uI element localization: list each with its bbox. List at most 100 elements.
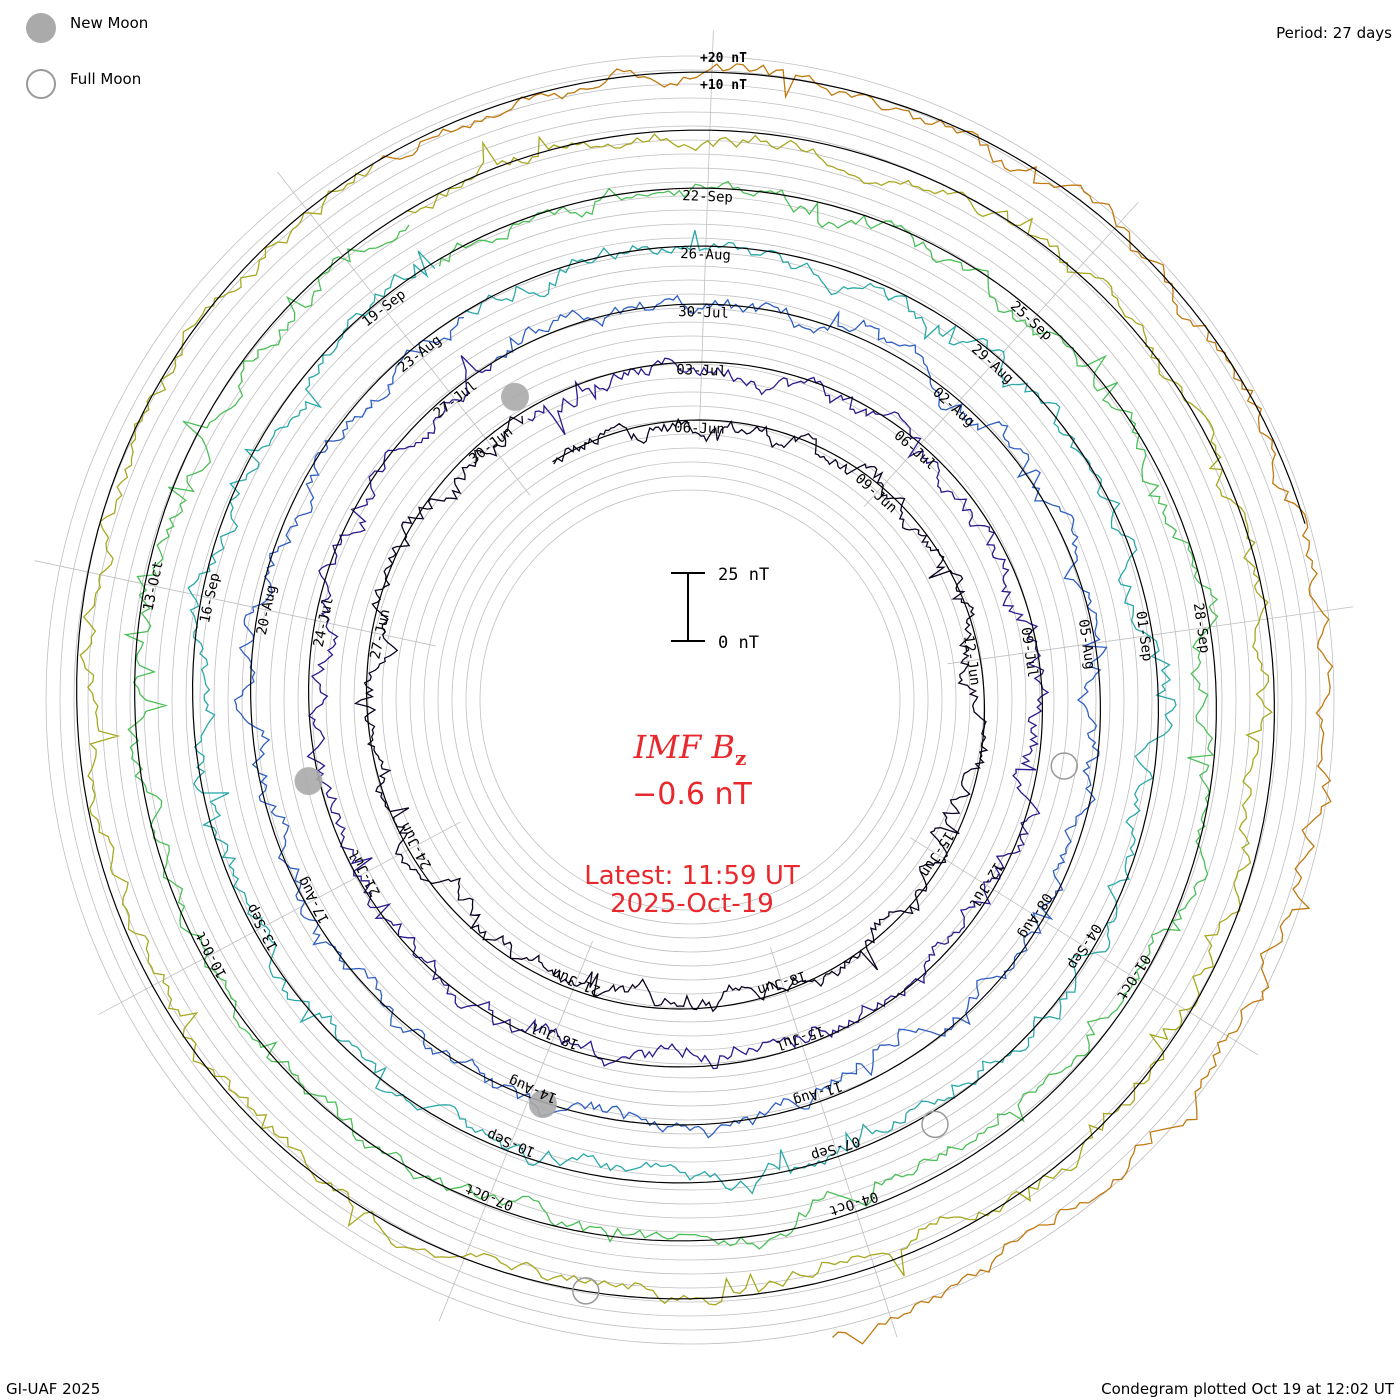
baseline-spiral: [76, 71, 1306, 1300]
new-moon-marker: [528, 1090, 557, 1119]
full-moon-legend-label: Full Moon: [70, 70, 142, 88]
full-moon-marker: [1050, 752, 1078, 780]
grid-circle: [115, 125, 1265, 1275]
grid-circle: [353, 363, 1027, 1037]
spoke-line: [910, 837, 1259, 1056]
scale-plus10-label: +10 nT: [700, 78, 747, 93]
grid-circle: [87, 97, 1293, 1303]
grid-circle: [283, 293, 1097, 1107]
grid-circle: [241, 251, 1139, 1149]
date-label: 28-Sep: [1190, 602, 1213, 654]
grid-layer: [45, 55, 1335, 1345]
grid-circle: [157, 167, 1223, 1233]
grid-circle: [171, 181, 1209, 1219]
grid-circle: [325, 335, 1055, 1065]
credit-label: GI-UAF 2025: [6, 1380, 101, 1398]
full-moon-marker: [572, 1277, 600, 1305]
grid-circle: [73, 83, 1307, 1317]
date-label: 06-Jul: [891, 428, 939, 474]
new-moon-legend-label: New Moon: [70, 14, 149, 32]
date-label: 15-Jul: [773, 1022, 826, 1053]
date-label: 16-Sep: [197, 572, 223, 625]
date-label: 18-Jun: [755, 967, 808, 998]
grid-circle: [311, 321, 1069, 1079]
date-label: 21-Jul: [346, 847, 384, 899]
full-moon-icon: [26, 69, 56, 99]
period-label: Period: 27 days: [1276, 24, 1392, 42]
spokes-layer: [34, 30, 1354, 1338]
plotted-timestamp: Condegram plotted Oct 19 at 12:02 UT: [1101, 1380, 1394, 1398]
date-label: 26-Aug: [680, 246, 731, 264]
grid-circle: [479, 489, 901, 911]
date-label: 13-Oct: [141, 560, 167, 613]
date-label: 18-Jul: [528, 1018, 581, 1052]
date-label: 04-Sep: [1064, 921, 1104, 972]
date-label: 01-Sep: [1132, 610, 1155, 662]
grid-circle: [423, 433, 957, 967]
trace-turn-1: [306, 355, 1050, 1070]
latest-time: Latest: 11:59 UT: [584, 861, 800, 891]
date-label: 09-Jul: [1017, 626, 1040, 678]
date-label: 11-Aug: [791, 1077, 844, 1108]
grid-circle: [101, 111, 1279, 1289]
date-label: 30-Jun: [466, 424, 516, 468]
scale-bar-bottom-label: 0 nT: [718, 633, 759, 653]
date-label: 15-Jun: [916, 828, 956, 879]
latest-date: 2025-Oct-19: [610, 889, 774, 919]
date-label: 27-Jun: [367, 608, 393, 661]
date-label: 10-Oct: [193, 928, 231, 980]
date-label: 04-Oct: [827, 1188, 880, 1219]
grid-circle: [367, 377, 1013, 1023]
grid-circle: [297, 307, 1083, 1093]
imf-title: IMF Bz: [633, 728, 747, 770]
trace-turn-0: [353, 415, 989, 1013]
grid-circle: [129, 139, 1251, 1261]
grid-circle: [45, 55, 1335, 1345]
date-label: 06-Jun: [674, 420, 725, 438]
imf-title-sub: z: [735, 746, 746, 770]
moon-layer: [294, 382, 1078, 1305]
grid-circle: [269, 279, 1111, 1121]
trace-turn-6: [378, 63, 1334, 1345]
date-label: 12-Jun: [960, 634, 983, 686]
trace-turn-2: [233, 294, 1108, 1139]
new-moon-marker: [294, 767, 323, 796]
imf-current-value: −0.6 nT: [632, 777, 752, 812]
date-label: 24-Jul: [311, 596, 337, 649]
trace-turn-3: [187, 230, 1177, 1195]
grid-circle: [381, 391, 999, 1009]
spoke-line: [947, 606, 1354, 665]
date-label: 30-Jul: [678, 304, 729, 322]
grid-circle: [465, 475, 915, 925]
grid-circle: [185, 195, 1195, 1205]
spoke-line: [438, 940, 593, 1322]
trace-layer: [79, 63, 1334, 1345]
new-moon-icon: [26, 13, 56, 43]
date-label: 25-Sep: [1007, 298, 1055, 344]
scale-bar: 25 nT 0 nT: [671, 565, 769, 653]
scale-bar-top-label: 25 nT: [718, 565, 769, 585]
trace-turn-4: [123, 180, 1219, 1250]
date-label: 03-Jul: [676, 362, 727, 380]
date-label: 22-Sep: [682, 188, 733, 206]
grid-circle: [213, 223, 1167, 1177]
baseline-layer: [76, 71, 1306, 1300]
date-label: 07-Sep: [809, 1133, 862, 1164]
spoke-line: [277, 171, 531, 496]
scale-plus20-label: +20 nT: [700, 51, 747, 66]
date-label: 10-Sep: [485, 1126, 538, 1160]
date-label: 29-Aug: [968, 341, 1016, 387]
trace-turn-5: [79, 133, 1273, 1306]
grid-circle: [199, 209, 1181, 1191]
grid-circle: [227, 237, 1153, 1163]
grid-circle: [59, 69, 1321, 1331]
new-moon-marker: [501, 382, 529, 411]
spoke-line: [34, 560, 436, 647]
spoke-line: [769, 947, 898, 1338]
grid-circle: [143, 153, 1237, 1247]
grid-circle: [451, 461, 929, 939]
date-label: 05-Aug: [1075, 618, 1098, 670]
grid-circle: [255, 265, 1125, 1135]
imf-title-main: IMF B: [633, 728, 735, 766]
